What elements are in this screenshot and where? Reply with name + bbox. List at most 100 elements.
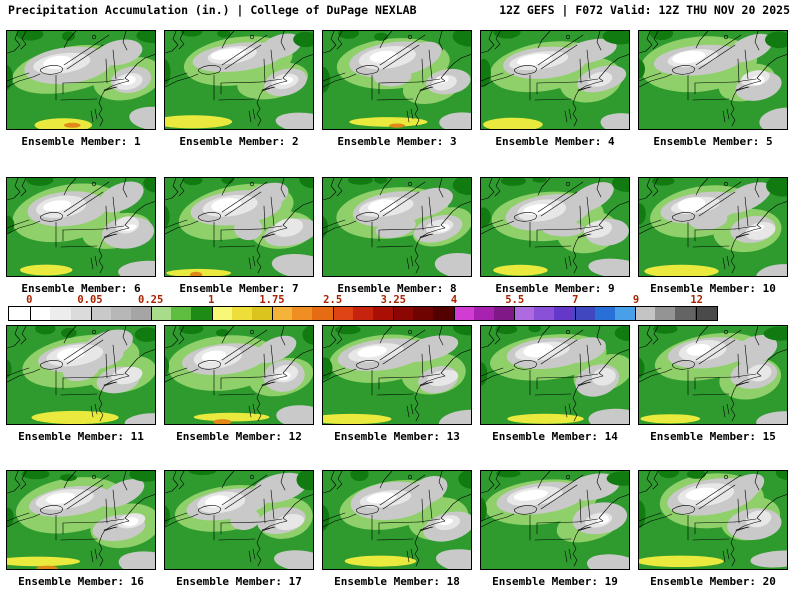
colorbar-color-cell: [211, 307, 232, 320]
ensemble-panel: Ensemble Member: 4: [480, 30, 630, 148]
colorbar-color-cell: [90, 307, 111, 320]
ensemble-map-image: [6, 30, 156, 130]
ensemble-map-image: [322, 470, 472, 570]
colorbar-color-cell: [393, 307, 414, 320]
colorbar-tick-mark: [695, 307, 697, 320]
ensemble-panel: Ensemble Member: 7: [164, 177, 314, 295]
colorbar-color-cell: [554, 307, 575, 320]
ensemble-map-image: [480, 30, 630, 130]
ensemble-panel: Ensemble Member: 6: [6, 177, 156, 295]
colorbar-color-cell: [50, 307, 71, 320]
colorbar-color-cell: [332, 307, 353, 320]
ensemble-panel: Ensemble Member: 18: [322, 470, 472, 588]
colorbar-color-cell: [191, 307, 212, 320]
ensemble-panel: Ensemble Member: 19: [480, 470, 630, 588]
ensemble-map-image: [6, 177, 156, 277]
colorbar-color-cell: [231, 307, 252, 320]
ensemble-panel: Ensemble Member: 8: [322, 177, 472, 295]
ensemble-map-image: [480, 470, 630, 570]
colorbar-tick-mark: [90, 307, 92, 320]
ensemble-row-2: Ensemble Member: 6 Ensemble Member: 7 Ense…: [6, 177, 788, 295]
colorbar-color-cell: [70, 307, 91, 320]
colorbar-color-cell: [655, 307, 676, 320]
ensemble-member-label: Ensemble Member: 4: [495, 135, 615, 148]
ensemble-member-label: Ensemble Member: 8: [337, 282, 457, 295]
colorbar-color-cell: [574, 307, 595, 320]
colorbar-tick-label: 2.5: [323, 294, 343, 306]
ensemble-panel: Ensemble Member: 5: [638, 30, 788, 148]
ensemble-panel: Ensemble Member: 3: [322, 30, 472, 148]
colorbar-tick-mark: [453, 307, 455, 320]
ensemble-panel: Ensemble Member: 14: [480, 325, 630, 443]
ensemble-panel: Ensemble Member: 9: [480, 177, 630, 295]
colorbar-overflow-cell: [695, 307, 717, 320]
ensemble-member-label: Ensemble Member: 9: [495, 282, 615, 295]
colorbar-color-cell: [131, 307, 152, 320]
ensemble-member-label: Ensemble Member: 11: [18, 430, 144, 443]
ensemble-member-label: Ensemble Member: 12: [176, 430, 302, 443]
ensemble-member-label: Ensemble Member: 15: [650, 430, 776, 443]
colorbar-color-cell: [413, 307, 434, 320]
ensemble-map-image: [164, 470, 314, 570]
colorbar-tick-mark: [574, 307, 576, 320]
colorbar-color-cell: [312, 307, 333, 320]
colorbar-color-cell: [272, 307, 293, 320]
colorbar-tick-mark: [211, 307, 213, 320]
ensemble-member-label: Ensemble Member: 18: [334, 575, 460, 588]
ensemble-panel: Ensemble Member: 2: [164, 30, 314, 148]
colorbar-color-cell: [352, 307, 373, 320]
colorbar-color-cell: [292, 307, 313, 320]
colorbar-tick-mark: [30, 307, 32, 320]
ensemble-panel: Ensemble Member: 1: [6, 30, 156, 148]
colorbar-tick-mark: [332, 307, 334, 320]
colorbar-tick-label: 1: [208, 294, 215, 306]
colorbar-tick-label: 1.75: [259, 294, 285, 306]
colorbar-tick-labels: 0 0.05 0.25 1 1.75 2.5 3.25 4 5.5 7 9 12: [8, 294, 718, 306]
colorbar-tick-label: 9: [632, 294, 640, 306]
colorbar-color-cell: [30, 307, 51, 320]
ensemble-panel: Ensemble Member: 12: [164, 325, 314, 443]
ensemble-row-4: Ensemble Member: 16 Ensemble Member: 17 En…: [6, 470, 788, 588]
ensemble-row-3: Ensemble Member: 11 Ensemble Member: 12 En…: [6, 325, 788, 443]
ensemble-member-label: Ensemble Member: 10: [650, 282, 776, 295]
colorbar-color-cell: [453, 307, 474, 320]
precip-colorbar: 0 0.05 0.25 1 1.75 2.5 3.25 4 5.5 7 9 12: [8, 294, 718, 321]
ensemble-map-image: [322, 325, 472, 425]
ensemble-map-image: [638, 325, 788, 425]
ensemble-panel: Ensemble Member: 15: [638, 325, 788, 443]
ensemble-member-label: Ensemble Member: 6: [21, 282, 141, 295]
ensemble-panel: Ensemble Member: 10: [638, 177, 788, 295]
colorbar-color-cell: [171, 307, 192, 320]
ensemble-panel: Ensemble Member: 13: [322, 325, 472, 443]
colorbar-tick-label: 7: [572, 294, 579, 306]
colorbar-color-cell: [372, 307, 394, 320]
colorbar-tick-label: 3.25: [380, 294, 406, 306]
colorbar-color-cell: [534, 307, 555, 320]
colorbar-color-cell: [675, 307, 696, 320]
ensemble-member-label: Ensemble Member: 16: [18, 575, 144, 588]
ensemble-panel: Ensemble Member: 20: [638, 470, 788, 588]
ensemble-member-label: Ensemble Member: 13: [334, 430, 460, 443]
colorbar-color-cell: [594, 307, 615, 320]
ensemble-map-image: [164, 177, 314, 277]
ensemble-map-image: [6, 325, 156, 425]
colorbar-tick-mark: [272, 307, 274, 320]
colorbar-tick-mark: [151, 307, 153, 320]
ensemble-map-image: [480, 325, 630, 425]
colorbar-color-cell: [151, 307, 172, 320]
colorbar-tick-label: 0.05: [77, 294, 103, 306]
colorbar-strip: [8, 306, 718, 321]
ensemble-member-label: Ensemble Member: 5: [653, 135, 773, 148]
ensemble-map-image: [638, 177, 788, 277]
ensemble-map-image: [322, 177, 472, 277]
ensemble-map-image: [322, 30, 472, 130]
colorbar-color-cell: [634, 307, 656, 320]
colorbar-color-cell: [433, 307, 454, 320]
ensemble-panel: Ensemble Member: 11: [6, 325, 156, 443]
product-title: Precipitation Accumulation (in.) | Colle…: [8, 3, 417, 17]
colorbar-underflow-cell: [9, 307, 31, 320]
colorbar-color-cell: [110, 307, 132, 320]
colorbar-tick-label: 0.25: [137, 294, 164, 306]
colorbar-tick-label: 0: [26, 294, 33, 306]
